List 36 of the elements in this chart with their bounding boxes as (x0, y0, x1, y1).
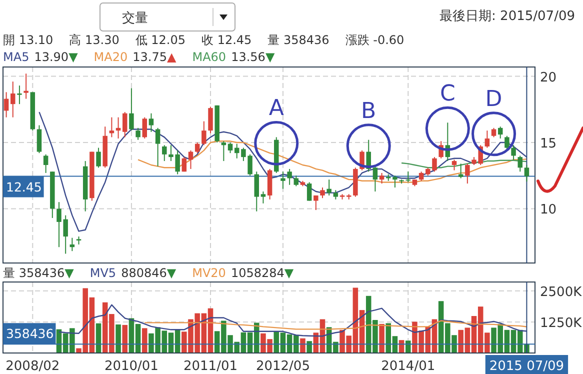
text: 1058284▼ (230, 266, 294, 280)
text: 量 358436 (268, 33, 330, 47)
y-tick-label: 10 (540, 202, 557, 218)
text: 漲跌 -0.60 (345, 33, 404, 47)
annotation: C (440, 82, 456, 107)
text: 880846▼ (121, 266, 177, 280)
text: 低 12.05 (135, 33, 186, 47)
x-tick-label: 2008/02 (6, 359, 60, 374)
annotation: A (268, 96, 284, 122)
ref-line-label: 12.45 (6, 179, 42, 194)
x-tick-label: 2010/01 (104, 359, 158, 374)
text: 高 13.30 (69, 33, 120, 47)
x-tick-label: 2012/05 (256, 359, 310, 374)
text: 量 358436▼ (3, 266, 75, 280)
text: MV5 (90, 266, 116, 280)
chart-subtitle: 最後日期: 2015/07/09 (440, 9, 575, 24)
x-tick-label: 2014/01 (381, 359, 436, 374)
text: 開 13.10 (3, 33, 54, 47)
ref-line-label: 358436 (6, 326, 54, 342)
text: MV20 (192, 266, 226, 280)
y-tick-label: 15 (540, 136, 557, 152)
text: MA60 (192, 50, 226, 64)
annotation: B (361, 98, 376, 124)
text: MA20 (94, 50, 128, 64)
y-tick-label: 20 (540, 70, 557, 86)
y-tick-label: 2500K (540, 284, 582, 300)
x-tick-label: 2011/01 (184, 359, 238, 374)
text: 13.75▲ (132, 50, 177, 64)
text: MA5 (3, 50, 30, 64)
text: 13.56▼ (231, 50, 276, 64)
annotation: D (485, 86, 502, 112)
text: 收 12.45 (202, 33, 252, 47)
text: 交量 (122, 10, 148, 26)
x-tick-label: 2015 07/09 (489, 359, 564, 374)
y-tick-label: 1250K (540, 316, 582, 331)
text: 13.90▼ (34, 50, 79, 64)
